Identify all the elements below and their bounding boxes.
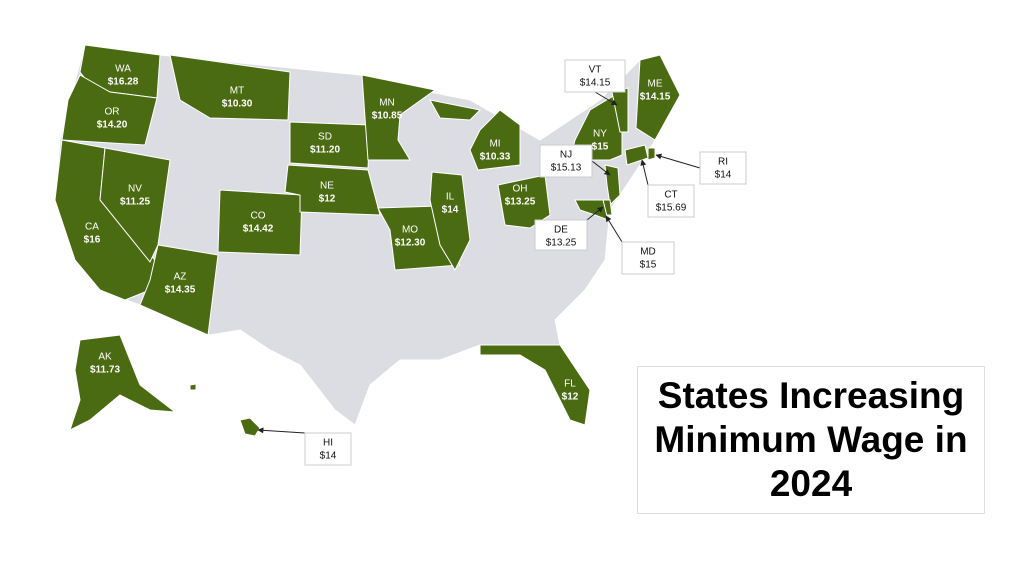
state-abbr: AK xyxy=(98,352,112,363)
state-abbr: RI xyxy=(718,157,728,168)
state xyxy=(479,344,591,426)
callout-box xyxy=(539,144,593,178)
state-wage: $14 xyxy=(715,170,732,181)
state-abbr: MT xyxy=(230,86,244,97)
state-abbr: MD xyxy=(640,247,656,258)
state-part xyxy=(189,383,197,391)
state-abbr: MI xyxy=(489,139,500,150)
state xyxy=(284,164,381,216)
state-wage: $14 xyxy=(320,451,337,462)
state-abbr: HI xyxy=(323,438,333,449)
state-wage: $10.85 xyxy=(372,111,403,122)
callout-arrow xyxy=(591,160,611,176)
state-abbr: AZ xyxy=(174,272,187,283)
state-abbr: VT xyxy=(589,65,602,76)
state-wage: $16 xyxy=(84,235,101,246)
state xyxy=(429,171,471,272)
callout-box xyxy=(647,184,695,218)
state-abbr: CA xyxy=(85,222,99,233)
state-wage: $15.69 xyxy=(656,203,687,214)
state xyxy=(61,74,158,146)
state-abbr: CO xyxy=(251,211,266,222)
callout-arrow xyxy=(257,427,306,434)
state-abbr: NV xyxy=(128,184,142,195)
state-wage: $15 xyxy=(640,260,657,271)
callout-arrow xyxy=(605,215,623,243)
state xyxy=(289,121,371,169)
callout-box xyxy=(534,219,588,251)
state-abbr: ME xyxy=(648,79,663,90)
state-abbr: OH xyxy=(513,184,528,195)
callout-box xyxy=(304,432,352,466)
state-wage: $10.33 xyxy=(480,152,511,163)
state-abbr: OR xyxy=(105,107,120,118)
state xyxy=(361,74,437,161)
state-abbr: FL xyxy=(564,379,576,390)
callout-box xyxy=(621,241,675,275)
state-wage: $16.28 xyxy=(108,77,139,88)
state-part xyxy=(429,99,482,121)
state-wage: $14.15 xyxy=(640,92,671,103)
state-abbr: DE xyxy=(554,225,568,236)
state xyxy=(574,199,609,221)
callout-arrow xyxy=(586,206,604,221)
callout-box xyxy=(564,59,626,93)
state-wage: $14.20 xyxy=(97,120,128,131)
state xyxy=(139,244,219,336)
state xyxy=(469,109,521,171)
state-wage: $11.25 xyxy=(120,197,150,208)
state-wage: $15 xyxy=(592,142,609,153)
state-abbr: SD xyxy=(318,132,332,143)
title: States Increasing Minimum Wage in 2024 xyxy=(637,366,985,514)
state-wage: $11.73 xyxy=(90,365,120,376)
state xyxy=(69,334,177,431)
callout-arrow xyxy=(640,159,649,186)
state-abbr: WA xyxy=(115,64,131,75)
state-wage: $14 xyxy=(442,205,459,216)
state-wage: $14.15 xyxy=(580,78,611,89)
state-abbr: NE xyxy=(320,181,334,192)
state-abbr: NJ xyxy=(560,150,572,161)
state-wage: $12.30 xyxy=(395,238,426,249)
state-wage: $13.25 xyxy=(546,238,577,249)
state xyxy=(239,417,261,437)
state-wage: $12 xyxy=(562,392,579,403)
state-wage: $11.20 xyxy=(310,145,340,156)
state-abbr: NY xyxy=(593,129,607,140)
state-abbr: IL xyxy=(446,192,455,203)
state xyxy=(169,54,291,121)
state xyxy=(99,147,171,263)
state-wage: $13.25 xyxy=(505,197,536,208)
state xyxy=(647,147,656,161)
callout-box xyxy=(699,151,747,185)
state-wage: $14.42 xyxy=(243,224,274,235)
callout-arrow xyxy=(655,153,701,169)
state-wage: $10.30 xyxy=(222,99,253,110)
state-abbr: MN xyxy=(379,98,395,109)
callout-arrow xyxy=(594,91,618,106)
state-wage: $15.13 xyxy=(551,163,582,174)
state xyxy=(635,54,681,141)
state-abbr: CT xyxy=(664,190,677,201)
state-wage: $12 xyxy=(319,194,336,205)
state-abbr: MO xyxy=(402,225,418,236)
state xyxy=(217,189,303,256)
state-wage: $14.35 xyxy=(165,285,196,296)
